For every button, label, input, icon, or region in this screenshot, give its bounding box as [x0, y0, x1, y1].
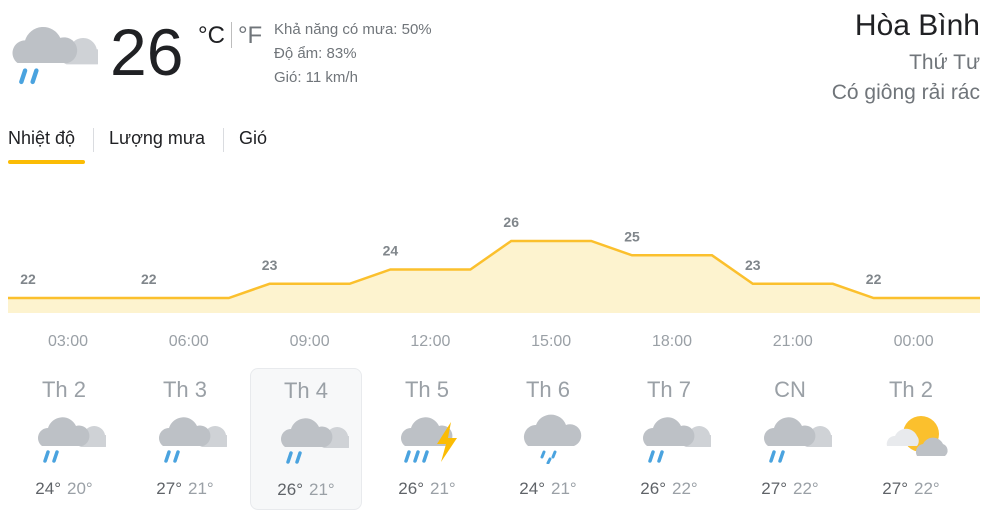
- temperature-label: 22: [866, 271, 882, 287]
- time-label: 03:00: [47, 333, 89, 350]
- chart-tabs: Nhiệt độ Lượng mưa Gió: [8, 120, 285, 168]
- day-name: Th 6: [525, 377, 571, 402]
- day-high-temp: 26°: [277, 480, 303, 499]
- thunderstorm-icon: [399, 412, 469, 464]
- day-high-temp: 27°: [761, 479, 787, 498]
- temperature-label: 24: [383, 243, 399, 259]
- cloud-rain-icon: [157, 412, 227, 464]
- wind-speed: Gió: 11 km/h: [274, 69, 358, 86]
- day-high-temp: 24°: [519, 479, 545, 498]
- time-label: 18:00: [651, 333, 693, 350]
- fahrenheit-unit[interactable]: °F: [237, 22, 263, 49]
- tab-precipitation[interactable]: Lượng mưa: [93, 120, 223, 168]
- day-name: Th 5: [404, 377, 450, 402]
- cloud-rain-icon: [10, 20, 98, 86]
- day-low-temp: 20°: [67, 479, 93, 498]
- day-temperatures: 27° 22°: [734, 478, 846, 500]
- day-high-temp: 26°: [398, 479, 424, 498]
- weather-header: 26 °C °F Khả năng có mưa: 50% Độ ẩm: 83%…: [0, 0, 1000, 110]
- day-name: CN: [774, 377, 806, 402]
- day-card[interactable]: Th 5 26° 21°: [371, 368, 483, 510]
- cloud-rain-icon: [641, 412, 711, 464]
- day-high-temp: 27°: [882, 479, 908, 498]
- day-card[interactable]: CN 27° 22°: [734, 368, 846, 510]
- time-axis: 03:00 06:00 09:00 12:00 15:00 18:00 21:00 00:00: [0, 330, 1000, 354]
- day-name: Th 2: [888, 377, 934, 402]
- cloud-rain-icon: [36, 412, 106, 464]
- time-label: 12:00: [410, 333, 451, 350]
- time-label: 15:00: [531, 333, 572, 350]
- day-low-temp: 21°: [430, 479, 456, 498]
- temperature-line: [8, 239, 980, 300]
- day-card[interactable]: Th 6 24° 21°: [492, 368, 604, 510]
- temperature-chart: 22 22 23 24 26 25 23 22: [8, 214, 980, 313]
- location-block: Hòa Bình Thứ Tư Có giông rải rác: [832, 8, 980, 108]
- day-high-temp: 27°: [156, 479, 182, 498]
- temperature-area: [8, 241, 980, 313]
- weather-details: Khả năng có mưa: 50% Độ ẩm: 83% Gió: 11 …: [274, 18, 432, 90]
- day-temperatures: 26° 21°: [371, 478, 483, 500]
- daily-forecast: Th 2 24° 20° Th 3 27° 21° Th 4 26° 21° Th 5 26° 21°…: [0, 368, 1000, 513]
- day-temperatures: 24° 20°: [8, 478, 120, 500]
- day-temperatures: 26° 21°: [251, 479, 361, 501]
- tab-wind[interactable]: Gió: [223, 120, 285, 168]
- day-name: Th 7: [646, 377, 692, 402]
- precipitation-chance: Khả năng có mưa: 50%: [274, 21, 432, 38]
- time-label: 00:00: [893, 333, 934, 350]
- day-low-temp: 21°: [551, 479, 577, 498]
- day-name: Th 3: [162, 377, 208, 402]
- temperature-label: 23: [262, 257, 278, 273]
- location-day: Thứ Tư: [909, 51, 980, 74]
- day-card[interactable]: Th 4 26° 21°: [250, 368, 362, 510]
- day-low-temp: 22°: [793, 479, 819, 498]
- temperature-label: 22: [141, 271, 157, 287]
- day-temperatures: 27° 21°: [129, 478, 241, 500]
- day-name: Th 2: [41, 377, 87, 402]
- weather-condition: Có giông rải rác: [831, 81, 980, 104]
- temperature-label: 23: [745, 257, 761, 273]
- day-low-temp: 21°: [309, 480, 335, 499]
- cloud-rain-icon: [762, 412, 832, 464]
- day-card[interactable]: Th 3 27° 21°: [129, 368, 241, 510]
- day-high-temp: 26°: [640, 479, 666, 498]
- day-low-temp: 22°: [914, 479, 940, 498]
- day-name: Th 4: [283, 378, 329, 403]
- day-card[interactable]: Th 7 26° 22°: [613, 368, 725, 510]
- partly-cloudy-icon: [883, 412, 953, 464]
- current-temperature: 26: [110, 15, 184, 89]
- day-low-temp: 22°: [672, 479, 698, 498]
- day-high-temp: 24°: [35, 479, 61, 498]
- time-label: 09:00: [289, 333, 330, 350]
- unit-divider: [230, 22, 232, 48]
- day-temperatures: 26° 22°: [613, 478, 725, 500]
- day-temperatures: 27° 22°: [855, 478, 967, 500]
- day-card[interactable]: Th 2 24° 20°: [8, 368, 120, 510]
- unit-toggle: °C °F: [198, 22, 262, 50]
- day-low-temp: 21°: [188, 479, 214, 498]
- celsius-unit[interactable]: °C: [198, 22, 225, 49]
- time-label: 21:00: [772, 333, 813, 350]
- location-city: Hòa Bình: [854, 9, 980, 42]
- day-temperatures: 24° 21°: [492, 478, 604, 500]
- cloud-showers-icon: [520, 412, 590, 464]
- temperature-label: 26: [503, 214, 519, 230]
- temperature-label: 22: [20, 271, 36, 287]
- time-label: 06:00: [168, 333, 209, 350]
- tab-temperature[interactable]: Nhiệt độ: [8, 120, 93, 168]
- temperature-label: 25: [624, 228, 640, 244]
- humidity: Độ ẩm: 83%: [274, 45, 357, 62]
- cloud-rain-icon: [279, 413, 349, 465]
- day-card[interactable]: Th 2 27° 22°: [855, 368, 967, 510]
